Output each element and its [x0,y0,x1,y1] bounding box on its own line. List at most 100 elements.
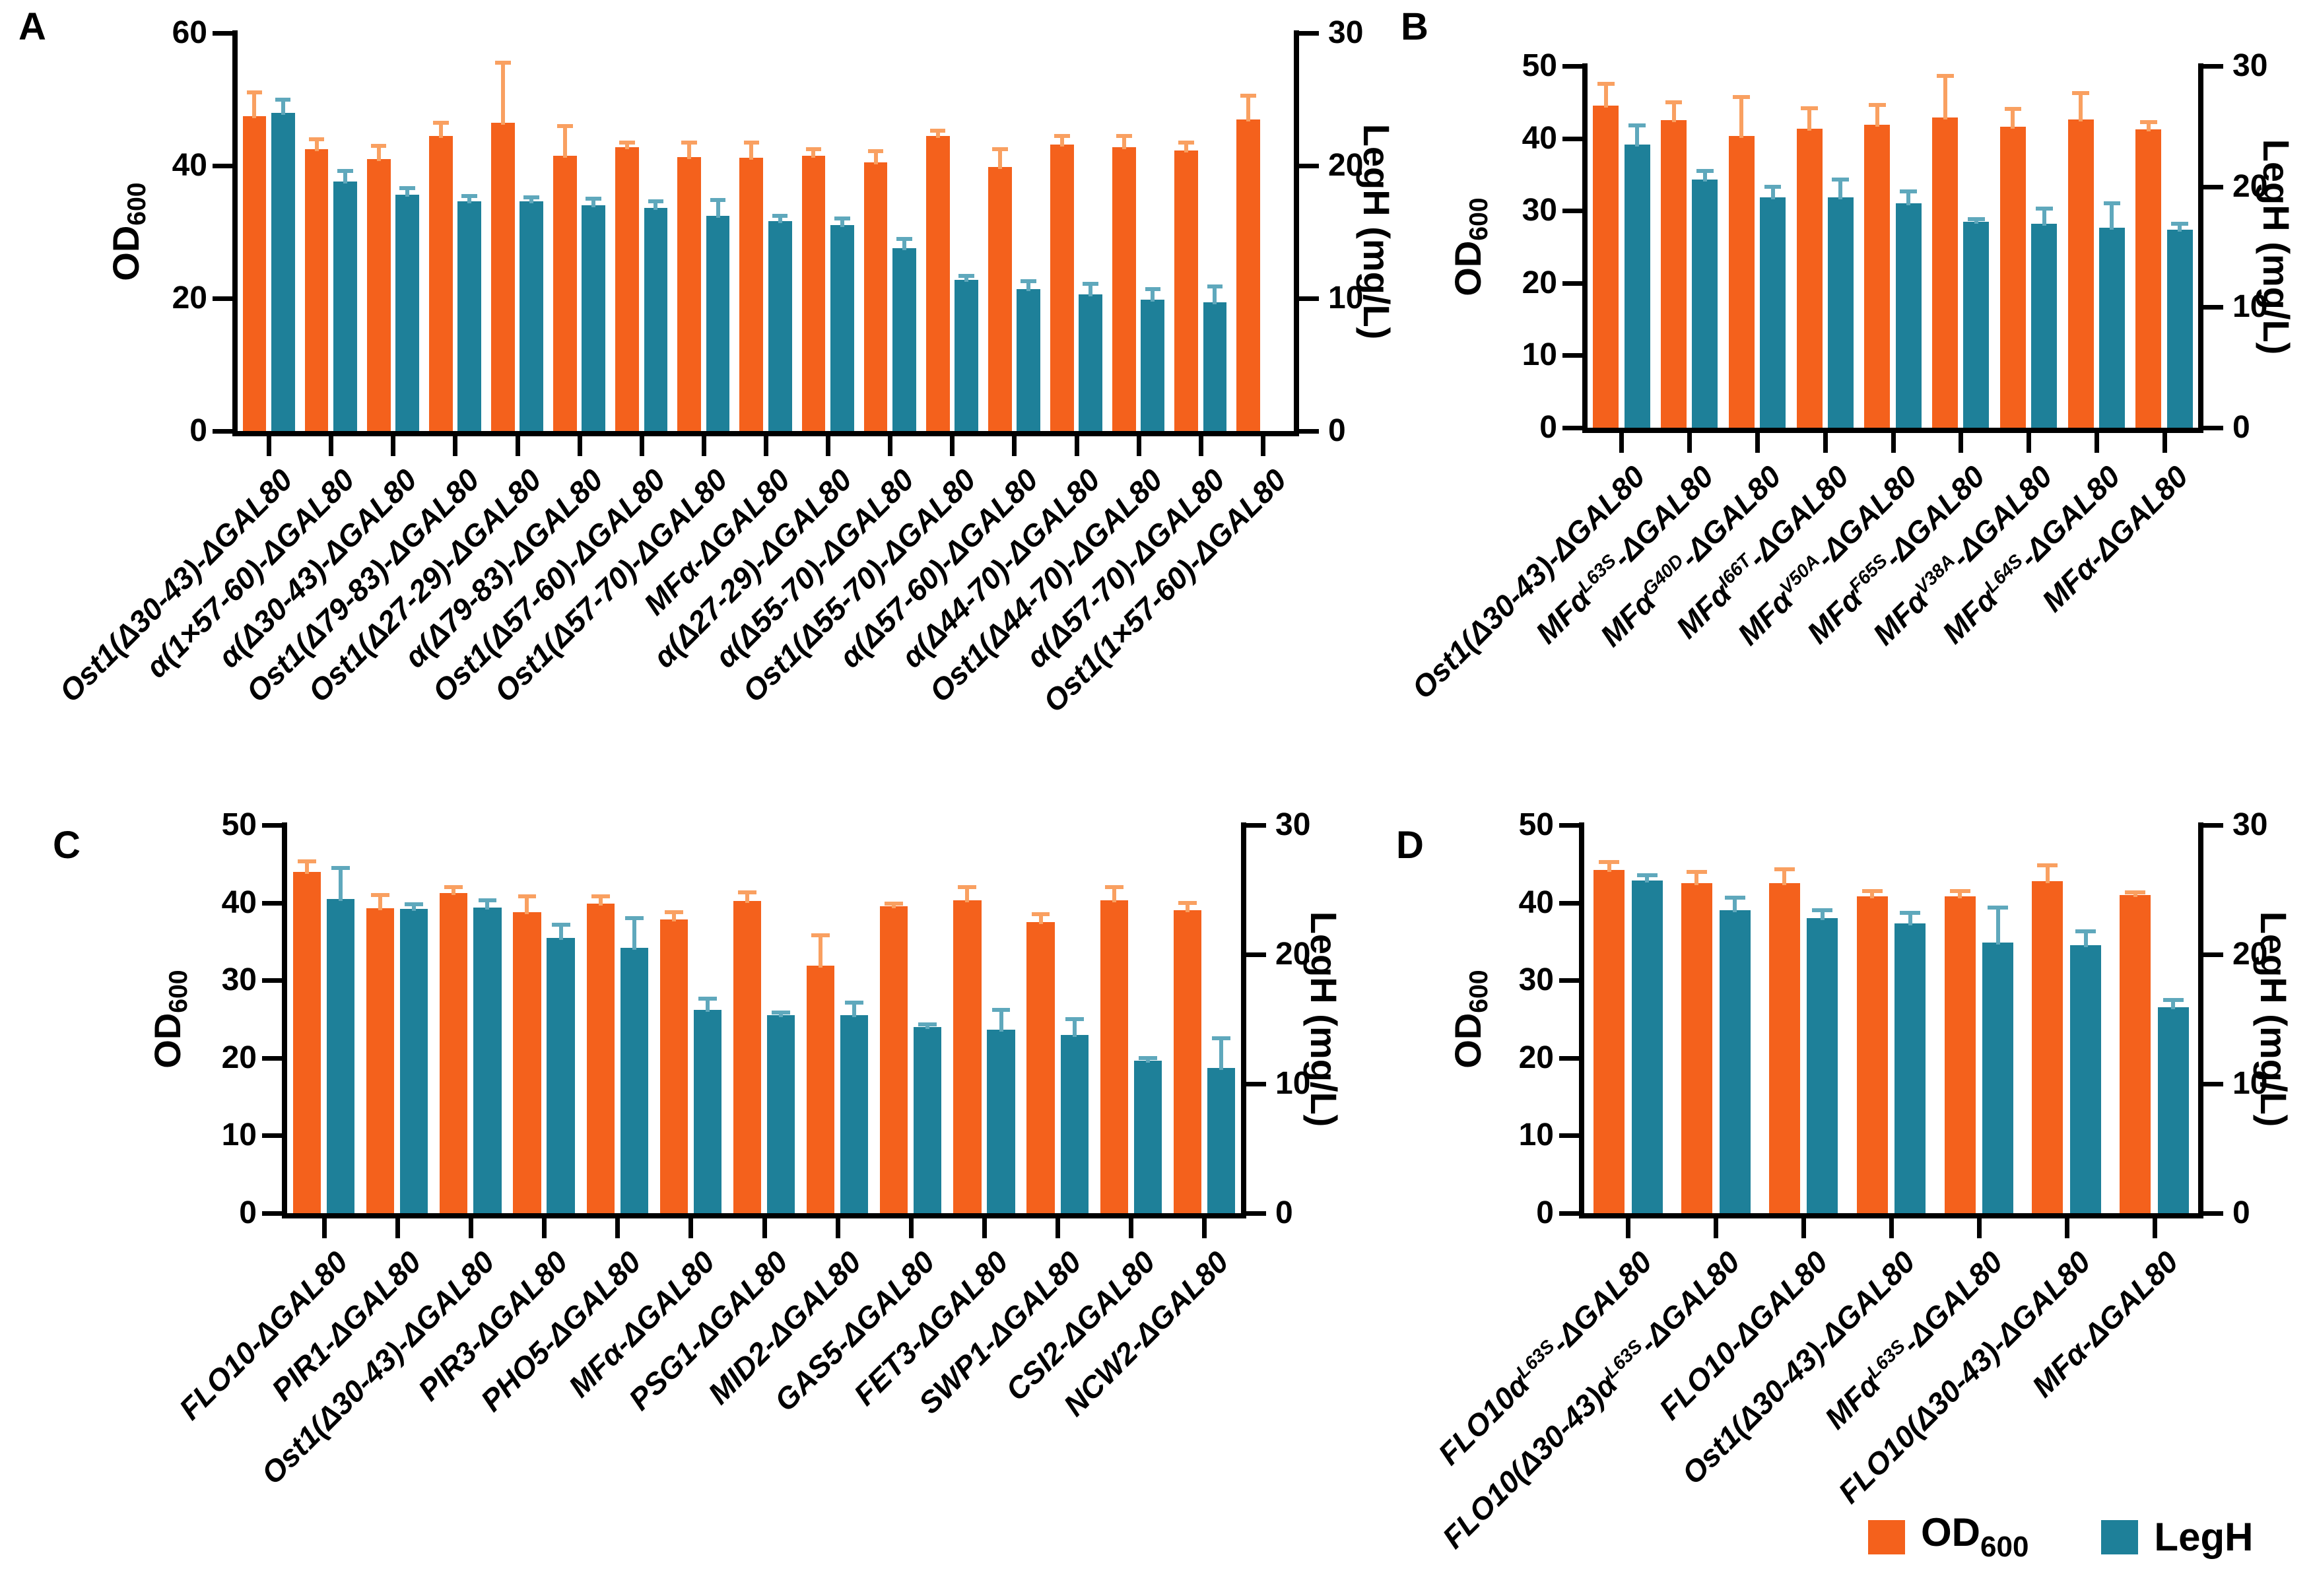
error-bar-stem [625,142,630,149]
bar-legh [987,1029,1015,1213]
error-bar-stem [671,912,676,922]
panel-c-right-tick-label: 20 [1275,937,1311,972]
panel-b-right-tick [2203,305,2223,310]
error-bar-cap [444,885,463,890]
error-bar-cap [399,186,415,191]
panel-d-right-axis [2198,822,2203,1218]
panel-b-right-tick-label: 30 [2232,48,2268,83]
od600-legend-text: OD [1921,1510,1980,1554]
panel-d-left-tick-label: 10 [1518,1117,1554,1153]
bar-od600 [1173,910,1201,1213]
error-bar-stem [2011,108,2015,129]
bar-legh [1017,288,1040,431]
panel-a-left-tick-label: 0 [189,413,207,448]
bar-od600 [586,903,615,1213]
panel-a-left-tick-label: 40 [172,148,207,183]
error-bar-stem [1213,286,1217,305]
error-bar-cap [478,898,497,902]
error-bar-cap [624,916,644,921]
error-bar-stem [925,1024,930,1029]
error-bar-cap [1021,279,1036,283]
bar-od600 [1593,106,1619,428]
bar-legh [1692,179,1718,428]
panel-a-right-tick-label: 0 [1328,413,1346,448]
error-bar-cap [557,123,573,128]
panel-a-x-tick [453,436,458,456]
error-bar-cap [1764,184,1782,189]
panel-d-left-tick [1559,1133,1579,1139]
error-bar-stem [632,918,636,950]
error-bar-cap [992,147,1008,151]
error-bar-cap [772,1011,790,1015]
panel-c-x-tick [615,1218,620,1238]
error-bar-stem [1145,1057,1150,1063]
panel-a-left-axis-title: OD600 [105,182,151,281]
panel-c-x-tick [835,1218,840,1238]
panel-a-x-tick [826,436,831,456]
panel-c-right-tick [1246,952,1266,957]
error-bar-cap [246,90,263,95]
error-bar-stem [1995,908,2000,945]
error-bar-stem [2171,999,2176,1010]
error-bar-cap [1868,103,1886,108]
panel-c-left-tick-label: 0 [239,1195,257,1230]
panel-d-left-tick [1559,900,1579,906]
error-bar-stem [705,998,710,1013]
error-bar-stem [378,894,383,910]
error-bar-cap [2140,120,2157,125]
error-bar-stem [1671,102,1676,123]
error-bar-stem [500,63,505,125]
bar-od600 [1593,870,1625,1213]
panel-a-x-tick [1198,436,1203,456]
panel-a-right-tick [1299,164,1319,168]
error-bar-stem [935,130,940,138]
panel-c-left-tick [262,823,282,828]
error-bar-cap [2125,890,2146,895]
error-bar-cap [1812,908,1833,913]
error-bar-stem [1958,890,1962,899]
od600-legend-subscript: 600 [1980,1531,2029,1563]
bar-od600 [304,149,329,431]
error-bar-cap [1936,74,1954,79]
error-bar-stem [965,887,970,903]
bar-od600 [2032,881,2063,1213]
error-bar-stem [452,887,456,896]
error-bar-cap [991,1008,1011,1013]
error-bar-cap [2162,997,2184,1002]
error-bar-stem [819,935,823,968]
error-bar-stem [999,1010,1003,1032]
error-bar-cap [1861,888,1883,893]
panel-d-right-tick-label: 10 [2232,1066,2268,1101]
panel-a-x-tick [1074,436,1079,456]
bar-od600 [1728,136,1755,428]
panel-c-x-tick [688,1218,694,1238]
panel-a-x-tick [1136,436,1141,456]
panel-c-left-tick-label: 10 [221,1117,257,1153]
bar-legh [400,909,428,1213]
error-bar-cap [1665,100,1683,104]
error-bar-stem [1607,862,1611,873]
panel-b-x-tick [1755,433,1760,453]
panel-b-right-axis [2198,63,2203,433]
panel-a-left-axis [232,30,238,436]
error-bar-stem [1645,875,1650,883]
error-bar-cap [1696,168,1714,173]
error-bar-stem [1151,288,1155,302]
error-bar-stem [1122,135,1127,149]
bar-od600 [1100,900,1128,1213]
panel-b-x-tick [2094,433,2099,453]
panel-c-left-tick-label: 20 [221,1040,257,1075]
panel-b-left-tick-label: 40 [1522,120,1557,156]
error-bar-stem [529,197,534,204]
error-bar-cap [1832,177,1850,182]
panel-c-left-tick [262,978,282,983]
panel-a-x-tick [950,436,955,456]
error-bar-cap [619,140,635,145]
bar-od600 [2135,129,2162,428]
panel-a-x-tick [515,436,520,456]
panel-d-left-tick [1559,1211,1579,1216]
error-bar-cap [2035,206,2053,211]
panel-b-left-tick-label: 30 [1522,193,1557,228]
bar-legh [2031,224,2058,428]
legend-item-od600: OD600 [1868,1513,2028,1562]
